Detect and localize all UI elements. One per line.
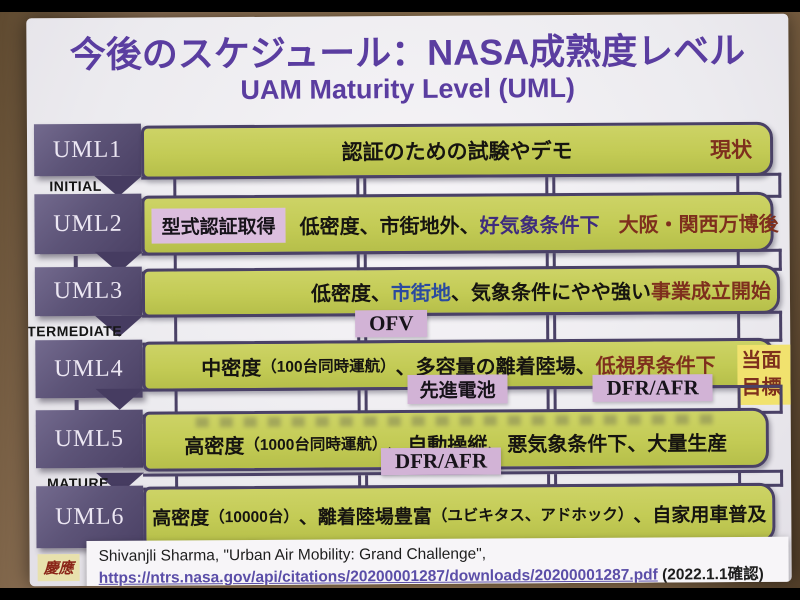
uml2-bar: 型式認証取得 低密度、市街地外、 好気象条件下 大阪・関西万博後 bbox=[141, 191, 779, 256]
dfr-afr-tag: DFR/AFR bbox=[592, 374, 713, 402]
blurred-ghost-text bbox=[195, 414, 716, 428]
uml2-label: UML2 bbox=[34, 193, 142, 255]
current-status-note: 現状 bbox=[710, 138, 753, 163]
citation-box: Shivanjli Sharma, "Urban Air Mobility: G… bbox=[86, 536, 789, 587]
uml5-text: 高密度 bbox=[184, 435, 245, 458]
uml2-text-highlight: 好気象条件下 bbox=[479, 214, 600, 238]
down-arrow-icon bbox=[95, 388, 144, 410]
slide: 今後のスケジュール：NASA成熟度レベル UAM Maturity Level … bbox=[26, 13, 792, 587]
uml6-text-paren: （10000台） bbox=[209, 508, 299, 527]
uml3-text-city: 市街地 bbox=[390, 282, 452, 306]
uml3-bar: 低密度、 市街地 、気象条件にやや強い 事業成立開始 bbox=[141, 264, 781, 318]
ofv-tag: OFV bbox=[355, 309, 428, 338]
uml5-text-paren: （1000台同時運航） bbox=[244, 436, 388, 455]
uml2-text: 低密度、市街地外、 bbox=[299, 215, 480, 239]
uml1-label: UML1 bbox=[33, 123, 142, 177]
uml5-label: UML5 bbox=[35, 409, 144, 469]
uml3-text: 低密度、 bbox=[310, 283, 392, 306]
expo-note: 大阪・関西万博後 bbox=[618, 213, 779, 237]
uml6-text: 高密度 bbox=[152, 507, 210, 530]
uml6-text3: 、自家用車普及 bbox=[633, 504, 767, 527]
grid-tick bbox=[546, 315, 550, 341]
stage-intermediate: INTERMEDIATE bbox=[26, 322, 123, 340]
dfr-afr-tag: DFR/AFR bbox=[380, 447, 502, 476]
uml4-text-paren: （100台同時運航） bbox=[261, 358, 396, 376]
business-start-note: 事業成立開始 bbox=[650, 280, 772, 304]
citation-line2: https://ntrs.nasa.gov/api/citations/2020… bbox=[99, 564, 777, 586]
slide-subtitle: UAM Maturity Level (UML) bbox=[240, 72, 576, 106]
uml1-text: 認証のための試験やデモ bbox=[341, 139, 573, 165]
advanced-battery-tag: 先進電池 bbox=[407, 374, 508, 405]
uml3-label: UML3 bbox=[34, 266, 143, 317]
slide-title: 今後のスケジュール：NASA成熟度レベル bbox=[69, 29, 746, 76]
citation-link[interactable]: https://ntrs.nasa.gov/api/citations/2020… bbox=[98, 566, 658, 587]
grid-tick bbox=[174, 317, 178, 343]
goal-line1: 当面 bbox=[741, 349, 782, 372]
photo-background: 今後のスケジュール：NASA成熟度レベル UAM Maturity Level … bbox=[0, 12, 800, 588]
uml6-label: UML6 bbox=[36, 485, 144, 549]
grid-tick bbox=[737, 313, 741, 339]
uml6-text-paren2: （ユビキタス、アドホック） bbox=[431, 506, 634, 525]
stage-initial: INITIAL bbox=[49, 177, 102, 195]
uml3-text2: 、気象条件にやや強い bbox=[450, 281, 652, 305]
uml4-text: 中密度 bbox=[201, 357, 262, 380]
uml6-text2: 、離着陸場豊富 bbox=[298, 506, 432, 529]
watermark-logo: 慶應 bbox=[37, 554, 80, 582]
citation-checked-date: (2022.1.1確認) bbox=[657, 566, 764, 584]
grid-tick bbox=[553, 315, 557, 341]
type-cert-tag: 型式認証取得 bbox=[151, 207, 286, 244]
uml1-bar: 認証のための試験やデモ 現状 bbox=[140, 121, 774, 180]
